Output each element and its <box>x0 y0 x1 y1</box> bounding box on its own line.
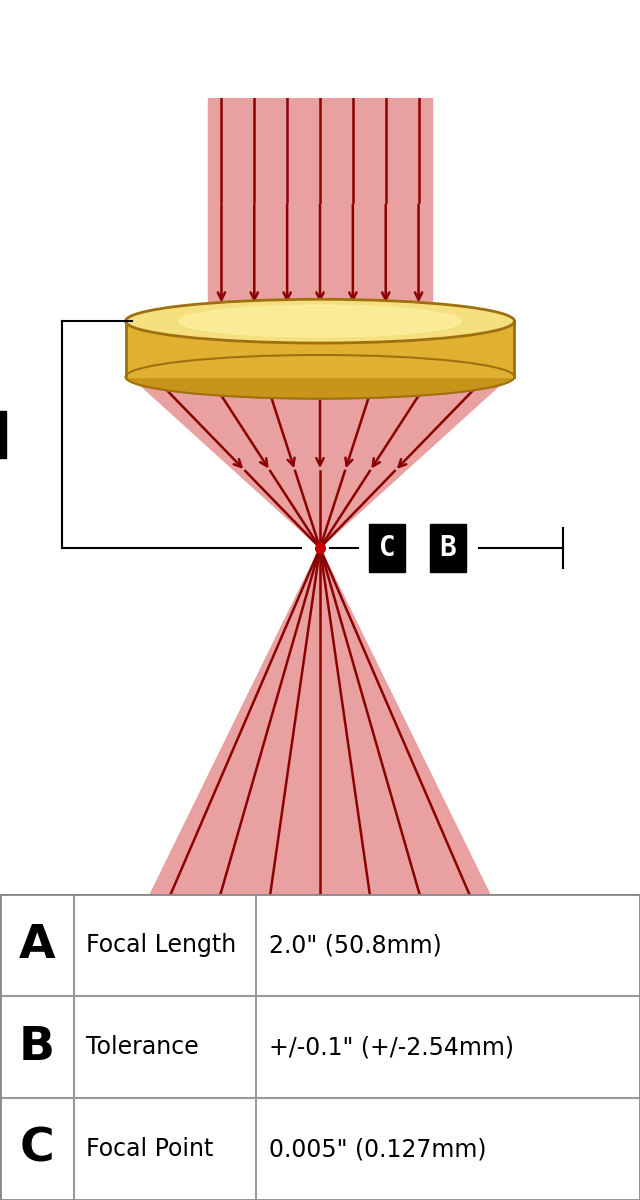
Text: A: A <box>19 923 55 967</box>
Text: 2.0" (50.8mm): 2.0" (50.8mm) <box>269 934 442 958</box>
Text: 0.005" (0.127mm): 0.005" (0.127mm) <box>269 1138 486 1162</box>
Ellipse shape <box>125 299 515 343</box>
Text: C: C <box>379 534 396 562</box>
Text: Tolerance: Tolerance <box>86 1034 199 1058</box>
Text: C: C <box>19 1127 54 1171</box>
Ellipse shape <box>125 355 515 398</box>
Text: +/-0.1" (+/-2.54mm): +/-0.1" (+/-2.54mm) <box>269 1034 514 1058</box>
Ellipse shape <box>179 305 461 337</box>
Text: 2.0" LENS: 2.0" LENS <box>109 13 531 89</box>
Polygon shape <box>131 377 509 548</box>
Bar <box>125 322 515 377</box>
Text: B: B <box>440 534 456 562</box>
Text: B: B <box>19 1025 55 1069</box>
Polygon shape <box>150 548 490 894</box>
Text: Focal Length: Focal Length <box>86 934 237 958</box>
Polygon shape <box>208 98 432 322</box>
Text: Focal Point: Focal Point <box>86 1138 214 1162</box>
